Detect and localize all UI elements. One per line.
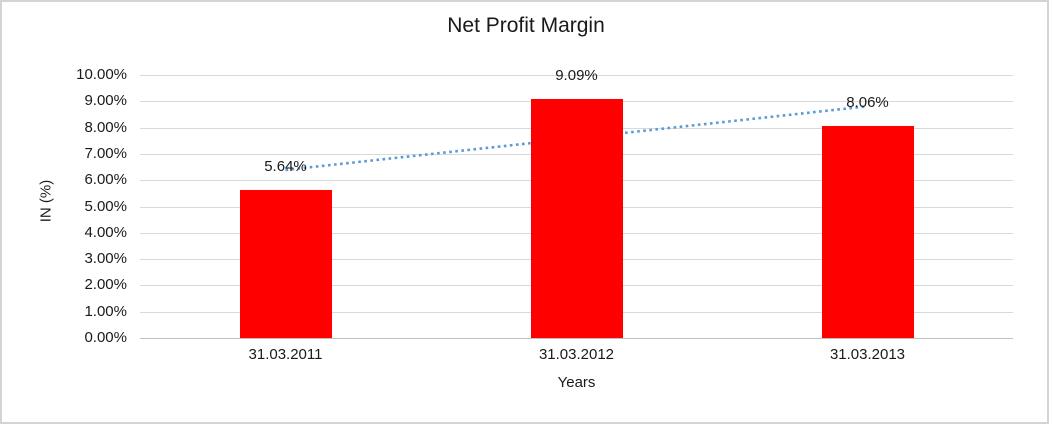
bar [239,189,332,338]
x-tick-label: 31.03.2012 [538,346,615,363]
y-tick-label: 10.00% [76,66,127,83]
plot-area: 5.64% 9.09% 8.06% [140,67,1013,339]
data-label: 9.09% [555,66,598,84]
y-tick-label: 9.00% [84,92,127,110]
y-tick-label: 3.00% [84,250,127,268]
chart-title: Net Profit Margin [447,14,605,37]
bar [821,126,914,338]
y-tick-label: 7.00% [84,144,127,162]
y-tick-label: 6.00% [84,171,127,189]
gridline [140,75,1013,76]
x-axis-title: Years [557,374,596,391]
data-label: 5.64% [264,157,307,175]
y-axis-tick-labels: 0.00% 1.00% 2.00% 3.00% 4.00% 5.00% 6.00% 7.00%… [0,66,127,346]
x-axis-tick-labels: 31.03.2011 31.03.2012 31.03.2013 [140,346,1013,366]
x-axis-line [140,338,1013,339]
bar [530,98,623,338]
y-tick-label: 8.00% [84,118,127,136]
x-tick-label: 31.03.2011 [248,346,323,363]
data-label: 8.06% [846,94,889,112]
y-tick-label: 5.00% [84,197,127,215]
y-tick-label: 4.00% [84,223,127,241]
y-tick-label: 0.00% [84,329,127,346]
x-tick-label: 31.03.2013 [829,346,906,363]
y-tick-label: 2.00% [84,276,127,294]
y-tick-label: 1.00% [84,302,127,320]
